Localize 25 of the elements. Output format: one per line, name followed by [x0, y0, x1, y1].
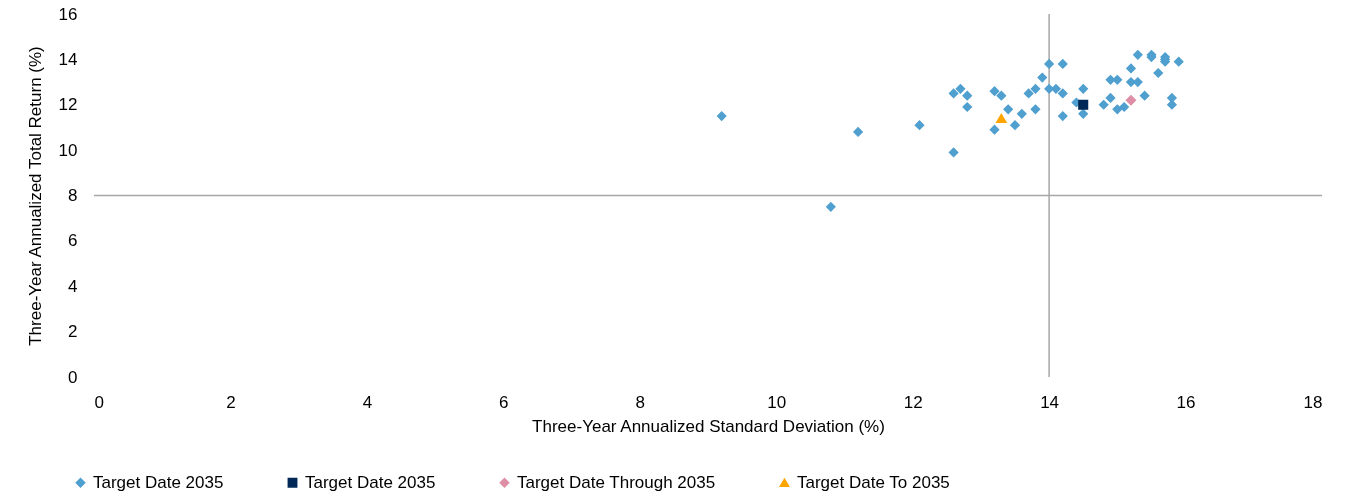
legend-label: Target Date Through 2035 — [517, 472, 716, 492]
legend-label: Target Date To 2035 — [797, 472, 950, 492]
x-tick-label: 4 — [362, 392, 373, 412]
y-tick-label: 2 — [68, 322, 78, 342]
y-tick-label: 8 — [68, 186, 78, 205]
legend-label: Target Date 2035 — [93, 472, 224, 492]
x-tick-label: 2 — [226, 392, 236, 412]
x-tick-label: 10 — [767, 392, 787, 412]
y-tick-label: 12 — [58, 95, 78, 115]
x-tick-label: 18 — [1303, 392, 1323, 412]
y-axis-title: Three-Year Annualized Total Return (%) — [25, 46, 45, 346]
x-tick-label: 8 — [635, 392, 646, 412]
x-tick-label: 16 — [1176, 392, 1196, 412]
y-tick-label: 4 — [68, 276, 78, 296]
x-axis-title: Three-Year Annualized Standard Deviation (%) — [532, 416, 885, 436]
x-tick-label: 6 — [499, 392, 509, 412]
y-tick-label: 16 — [58, 4, 78, 24]
y-tick-label: 6 — [68, 231, 78, 251]
y-tick-label: 14 — [58, 49, 78, 69]
x-tick-label: 0 — [94, 392, 104, 412]
x-tick-label: 14 — [1040, 392, 1060, 412]
y-tick-label: 0 — [68, 367, 78, 387]
legend-label: Target Date 2035 — [305, 472, 436, 492]
x-tick-label: 12 — [903, 392, 923, 412]
y-tick-label: 10 — [58, 140, 78, 160]
